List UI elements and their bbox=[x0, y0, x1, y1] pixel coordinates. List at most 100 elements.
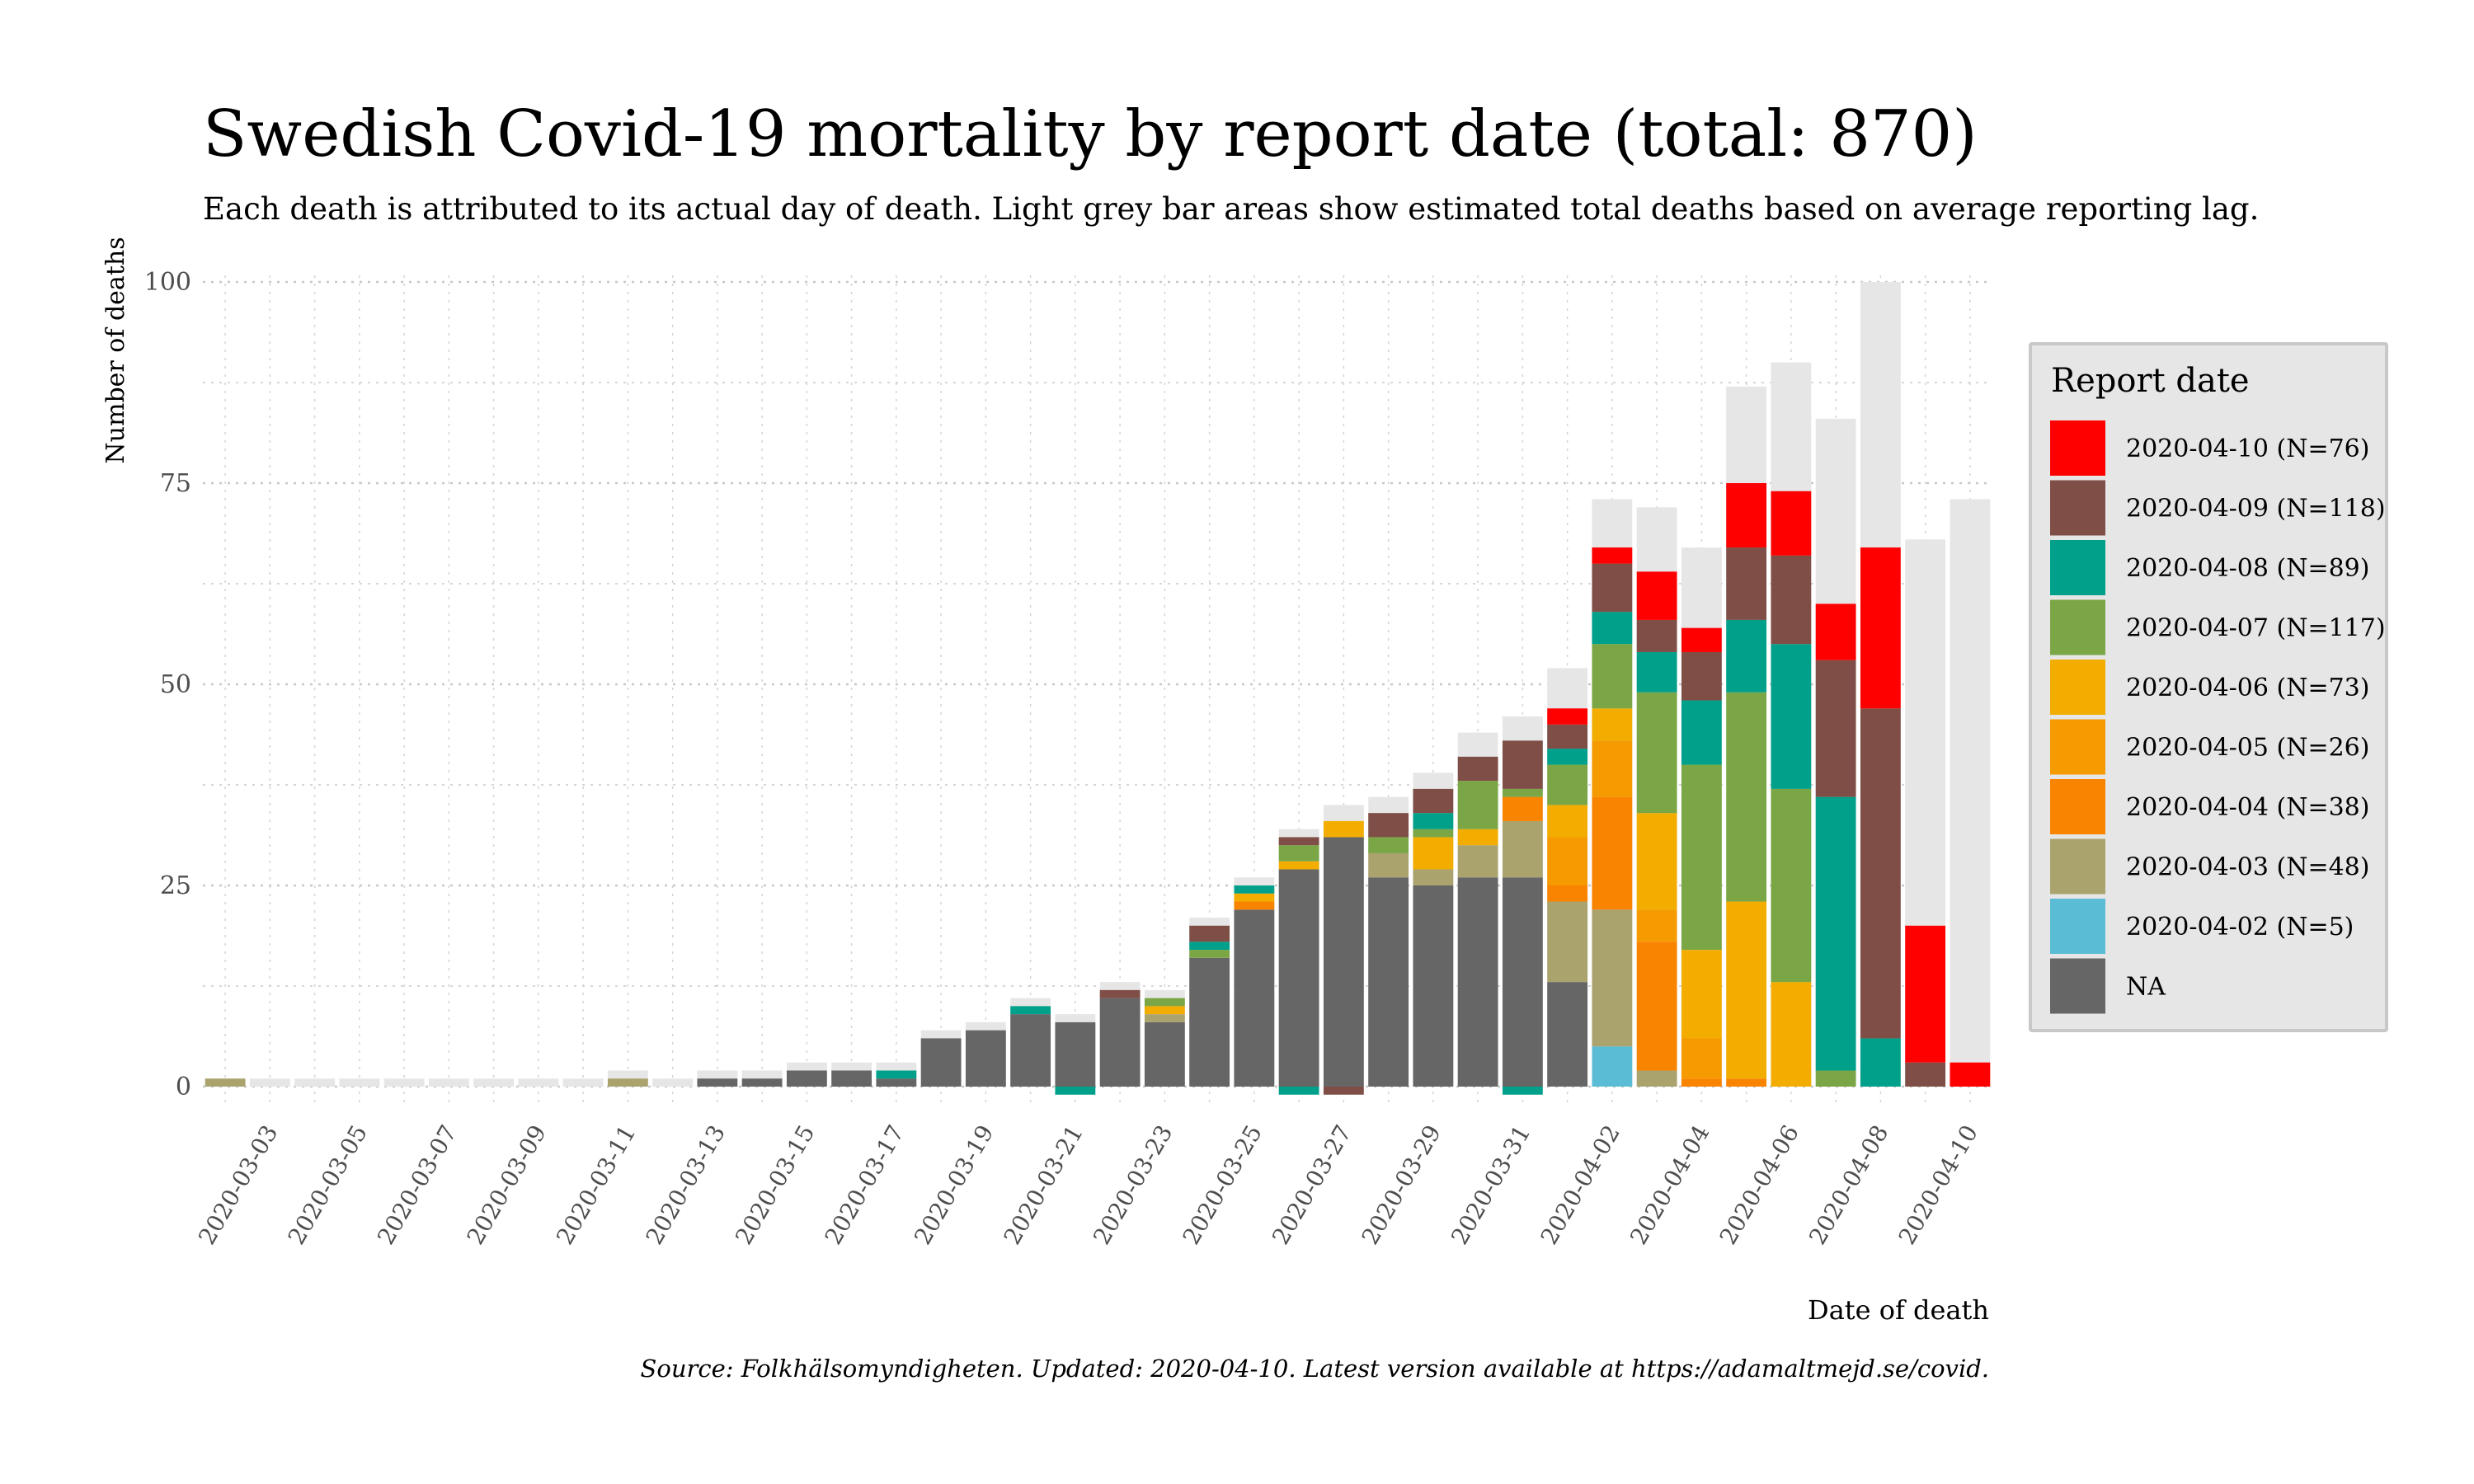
estimate-bar bbox=[473, 1078, 515, 1087]
bar-segment bbox=[1681, 950, 1722, 1039]
x-tick-label: 2020-03-03 bbox=[193, 1120, 283, 1249]
legend-label: NA bbox=[2126, 973, 2166, 1002]
legend-label: 2020-04-08 (N=89) bbox=[2126, 554, 2369, 583]
bar-segment-negative bbox=[1323, 1087, 1364, 1095]
bar-segment bbox=[786, 1070, 827, 1087]
bar-segment bbox=[1771, 788, 1812, 983]
x-tick-label: 2020-04-08 bbox=[1804, 1120, 1893, 1249]
bar-segment bbox=[1278, 845, 1319, 862]
legend-label: 2020-04-06 (N=73) bbox=[2126, 674, 2369, 702]
bar-segment bbox=[1636, 909, 1677, 942]
bar-segment bbox=[1815, 1070, 1856, 1087]
bar-segment bbox=[1592, 708, 1633, 741]
bar-segment bbox=[1502, 740, 1543, 789]
bar-segment bbox=[1368, 813, 1409, 838]
bar-segment bbox=[1413, 813, 1454, 829]
bar-segment bbox=[1502, 877, 1543, 1087]
bar-segment bbox=[1368, 877, 1409, 1087]
bar-segment bbox=[1726, 1078, 1767, 1087]
bar-segment bbox=[1636, 692, 1677, 814]
y-tick-label: 25 bbox=[160, 871, 191, 900]
legend-swatch bbox=[2050, 660, 2105, 715]
bar-segment bbox=[1681, 700, 1722, 765]
bar-segment bbox=[1726, 483, 1767, 548]
estimate-bar bbox=[339, 1078, 380, 1087]
x-tick-label: 2020-03-05 bbox=[283, 1120, 373, 1249]
bar-segment bbox=[1547, 982, 1588, 1087]
bar-segment bbox=[1636, 651, 1677, 693]
legend-label: 2020-04-10 (N=76) bbox=[2126, 434, 2369, 463]
legend-swatch bbox=[2050, 899, 2105, 954]
source-caption: Source: Folkhälsomyndigheten. Updated: 2… bbox=[641, 1355, 1990, 1383]
bar-segment bbox=[1144, 998, 1185, 1007]
bar-segment bbox=[1636, 813, 1677, 910]
y-tick-label: 100 bbox=[144, 268, 191, 297]
bar-segment bbox=[1457, 756, 1498, 782]
bar-segment-negative bbox=[1055, 1087, 1096, 1095]
bar-segment-negative bbox=[1278, 1087, 1319, 1095]
bar-segment bbox=[1636, 619, 1677, 652]
bar-segment bbox=[1860, 547, 1901, 709]
bar-segment bbox=[1323, 820, 1364, 838]
bar-segment bbox=[1771, 555, 1812, 645]
bar-segment bbox=[1368, 852, 1409, 878]
bar-segment bbox=[1547, 708, 1588, 725]
bar-segment bbox=[1681, 764, 1722, 951]
legend-label: 2020-04-03 (N=48) bbox=[2126, 853, 2369, 882]
bar-segment bbox=[1502, 788, 1543, 797]
bar-segment bbox=[1099, 989, 1141, 998]
bar-segment bbox=[1278, 869, 1319, 1087]
legend-swatch bbox=[2050, 779, 2105, 834]
y-tick-label: 0 bbox=[176, 1073, 191, 1101]
x-tick-label: 2020-03-15 bbox=[730, 1120, 820, 1249]
legend-box bbox=[2029, 342, 2388, 1032]
bar-segment bbox=[1636, 571, 1677, 620]
bar-segment bbox=[1278, 861, 1319, 870]
x-axis-ticks: 2020-03-03 2020-03-05 2020-03-07 2020-03-09… bbox=[193, 1120, 1983, 1249]
bar-segment bbox=[1144, 1021, 1185, 1087]
x-tick-label: 2020-03-11 bbox=[551, 1120, 641, 1249]
bar-segment bbox=[1457, 845, 1498, 878]
legend-title: Report date bbox=[2051, 362, 2250, 400]
bar-segment bbox=[1144, 1006, 1185, 1015]
bar-segment bbox=[1502, 820, 1543, 878]
x-tick-label: 2020-03-27 bbox=[1267, 1120, 1357, 1249]
bar-segment bbox=[1592, 909, 1633, 1047]
bar-segment bbox=[1592, 740, 1633, 797]
bar-segment bbox=[1636, 1070, 1677, 1087]
x-tick-label: 2020-03-21 bbox=[999, 1120, 1089, 1249]
x-tick-label: 2020-03-29 bbox=[1357, 1120, 1446, 1249]
x-tick-label: 2020-04-06 bbox=[1714, 1120, 1804, 1249]
bar-segment bbox=[965, 1030, 1006, 1087]
legend-label: 2020-04-05 (N=26) bbox=[2126, 734, 2369, 763]
bar-segment bbox=[1413, 829, 1454, 838]
bar-segment bbox=[1726, 547, 1767, 620]
bar-segment bbox=[1547, 805, 1588, 838]
bar-segment bbox=[1726, 901, 1767, 1079]
bar-segment bbox=[1815, 660, 1856, 797]
x-tick-label: 2020-03-23 bbox=[1088, 1120, 1178, 1249]
bar-segment bbox=[1278, 837, 1319, 846]
estimate-bar bbox=[383, 1078, 425, 1087]
bar-segment bbox=[1413, 869, 1454, 885]
x-tick-label: 2020-03-19 bbox=[909, 1120, 999, 1249]
bar-segment bbox=[1815, 603, 1856, 660]
bar-segment bbox=[1726, 619, 1767, 693]
bar-segment bbox=[1547, 724, 1588, 749]
legend-label: 2020-04-04 (N=38) bbox=[2126, 793, 2369, 822]
bar-segment bbox=[831, 1070, 872, 1087]
bar-segment bbox=[205, 1078, 246, 1087]
bar-segment bbox=[1815, 796, 1856, 1071]
estimate-bar bbox=[1950, 499, 1991, 1087]
bar-segment bbox=[1681, 1078, 1722, 1087]
stacked-bars bbox=[205, 483, 1991, 1095]
bar-segment bbox=[1950, 1062, 1991, 1087]
bar-segment bbox=[607, 1078, 648, 1087]
bar-segment bbox=[876, 1078, 917, 1087]
bar-segment bbox=[741, 1078, 783, 1087]
bar-segment bbox=[1681, 651, 1722, 701]
bar-segment bbox=[1368, 837, 1409, 853]
legend-swatch bbox=[2050, 719, 2105, 775]
x-tick-label: 2020-04-10 bbox=[1893, 1120, 1983, 1249]
bar-segment bbox=[1592, 547, 1633, 564]
